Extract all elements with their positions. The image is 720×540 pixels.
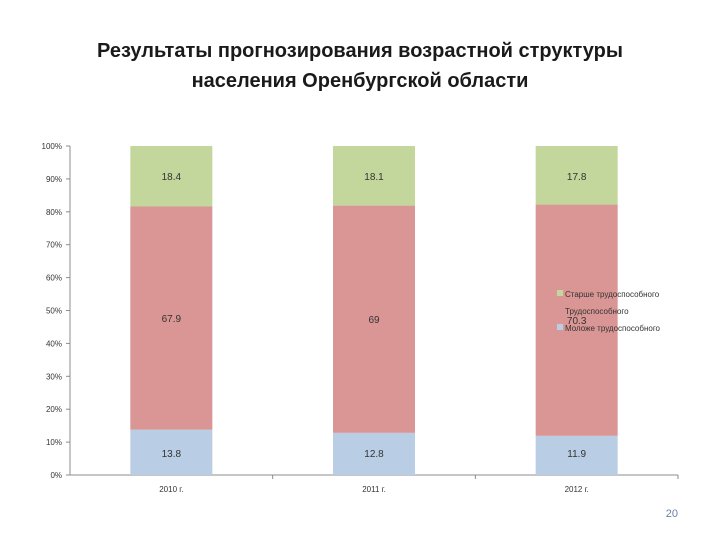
data-label: 18.4 (162, 172, 182, 183)
bar-segment (130, 429, 213, 475)
y-tick-label: 20% (46, 405, 62, 414)
legend-entry: Трудоспособного (565, 307, 629, 316)
bar-segment (535, 146, 618, 205)
y-tick-label: 60% (46, 274, 62, 283)
bar-segment (333, 146, 415, 206)
legend-swatch (557, 324, 563, 330)
data-label: 11.9 (567, 449, 586, 460)
legend-swatch (557, 307, 563, 313)
x-tick-label: 2011 г. (362, 485, 386, 494)
y-tick-label: 80% (46, 208, 62, 217)
y-tick-label: 90% (46, 175, 62, 184)
data-label: 69 (368, 315, 380, 326)
data-label: 13.8 (162, 449, 182, 460)
bar-segment (535, 435, 618, 475)
slide-title: Результаты прогнозирования возрастной ст… (60, 36, 660, 96)
legend-swatch (557, 290, 563, 296)
data-label: 12.8 (364, 449, 384, 460)
bar-segment (333, 205, 415, 433)
bar-segment (535, 204, 618, 436)
y-tick-label: 0% (50, 471, 62, 480)
bar-segment (130, 206, 213, 430)
legend-entry: Моложе трудоспособного (565, 324, 661, 333)
bar-segment (333, 432, 415, 475)
data-label: 67.9 (162, 314, 182, 325)
data-label: 18.1 (364, 172, 384, 183)
y-tick-label: 30% (46, 372, 62, 381)
y-tick-label: 70% (46, 241, 62, 250)
y-tick-label: 100% (42, 142, 62, 151)
x-tick-label: 2010 г. (159, 485, 183, 494)
legend-entry: Старше трудоспособного (565, 290, 660, 299)
bar-segment (130, 146, 213, 207)
y-tick-label: 10% (46, 438, 62, 447)
data-label: 17.8 (567, 172, 587, 183)
slide-title-line-1: Результаты прогнозирования возрастной ст… (97, 40, 623, 62)
page-number: 20 (665, 508, 678, 520)
y-tick-label: 40% (46, 339, 62, 348)
data-label: 70.3 (567, 316, 587, 327)
x-tick-label: 2012 г. (565, 485, 589, 494)
slide-title-line-2: населения Оренбургской области (191, 70, 529, 92)
y-tick-label: 50% (46, 307, 62, 316)
